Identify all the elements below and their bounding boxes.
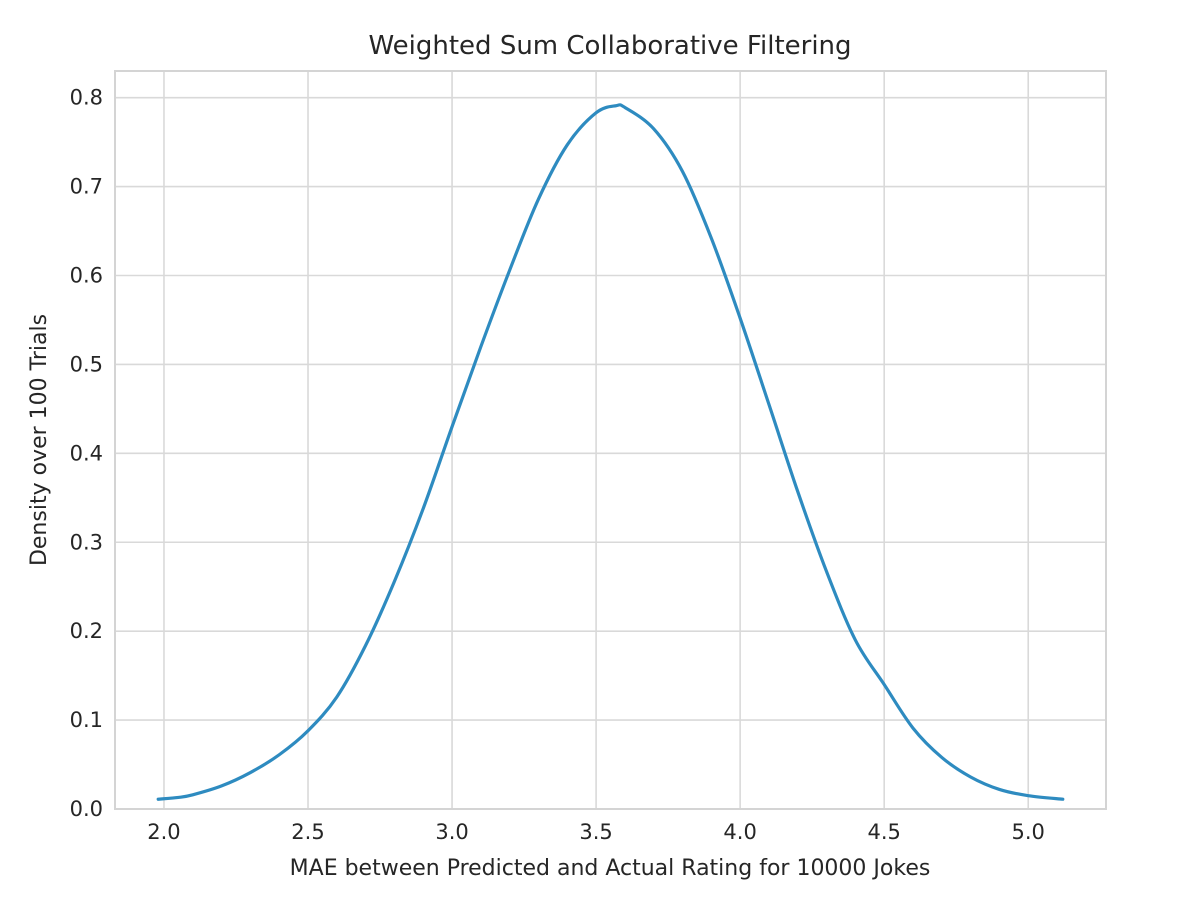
y-tick-labels: 0.0 0.1 0.2 0.3 0.4 0.5 0.6 0.7 0.8 bbox=[70, 86, 103, 821]
plot-frame bbox=[114, 70, 1107, 810]
y-axis-title: Density over 100 Trials bbox=[27, 314, 52, 566]
y-tick-label: 0.2 bbox=[70, 619, 103, 643]
x-tick-labels: 2.0 2.5 3.0 3.5 4.0 4.5 5.0 bbox=[147, 820, 1045, 844]
x-tick-label: 2.5 bbox=[291, 820, 324, 844]
y-tick-label: 0.4 bbox=[70, 441, 103, 465]
x-tick-label: 4.0 bbox=[723, 820, 756, 844]
y-tick-label: 0.6 bbox=[70, 264, 103, 288]
y-tick-label: 0.1 bbox=[70, 708, 103, 732]
series-group bbox=[156, 103, 1065, 801]
grid-lines bbox=[115, 71, 1106, 810]
y-tick-label: 0.5 bbox=[70, 352, 103, 376]
x-tick-label: 5.0 bbox=[1012, 820, 1045, 844]
x-tick-label: 2.0 bbox=[147, 820, 180, 844]
chart-title: Weighted Sum Collaborative Filtering bbox=[368, 31, 851, 61]
x-tick-label: 4.5 bbox=[867, 820, 900, 844]
y-tick-label: 0.3 bbox=[70, 530, 103, 554]
x-tick-label: 3.0 bbox=[435, 820, 468, 844]
x-axis-title: MAE between Predicted and Actual Rating … bbox=[290, 856, 931, 881]
density-line bbox=[156, 103, 1065, 801]
x-tick-label: 3.5 bbox=[579, 820, 612, 844]
y-tick-label: 0.7 bbox=[70, 175, 103, 199]
y-tick-label: 0.0 bbox=[70, 797, 103, 821]
y-tick-label: 0.8 bbox=[70, 86, 103, 110]
